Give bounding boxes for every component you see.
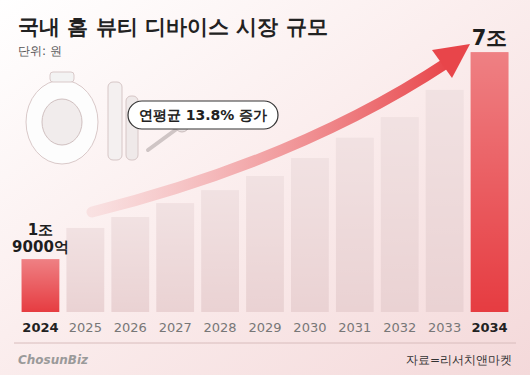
annotation-text: 연평균 13.8% 증가 xyxy=(139,107,267,123)
arrow-head xyxy=(432,44,470,78)
annotation-box xyxy=(128,101,278,129)
bottle xyxy=(108,82,122,160)
annotation: 연평균 13.8% 증가 xyxy=(128,101,278,129)
bar xyxy=(426,90,464,312)
logo: ChosunBiz xyxy=(18,353,89,367)
bars xyxy=(22,52,509,312)
x-tick-label: 2027 xyxy=(159,320,192,335)
x-tick-label: 2032 xyxy=(383,320,416,335)
x-tick-label: 2029 xyxy=(248,320,281,335)
source: 자료=리서치앤마켓 xyxy=(406,353,512,367)
bar xyxy=(201,190,239,312)
data-label: 7조 xyxy=(472,26,508,50)
bar xyxy=(246,176,284,312)
bar-shine xyxy=(291,158,329,312)
data-label-line: 9000억 xyxy=(12,238,69,256)
subtitle: 단위: 원 xyxy=(18,44,62,58)
bar xyxy=(291,158,329,312)
bar-shine xyxy=(22,259,60,312)
x-tick-label: 2031 xyxy=(338,320,371,335)
bar-shine xyxy=(111,217,149,312)
bar-shine xyxy=(67,228,105,312)
device-front xyxy=(42,99,82,145)
x-tick-label: 2025 xyxy=(69,320,102,335)
bar-shine xyxy=(246,176,284,312)
bar-shine xyxy=(426,90,464,312)
bar xyxy=(111,217,149,312)
x-tick-label: 2034 xyxy=(471,320,507,335)
roller-handle xyxy=(148,128,178,150)
bar-shine xyxy=(156,203,194,312)
bar xyxy=(336,138,374,312)
data-label: 1조9000억 xyxy=(12,221,69,256)
x-ticks: 2024 2025 2026 2027 2028 2029 2030 2031 2032 2033… xyxy=(22,320,507,335)
device-top xyxy=(50,72,74,82)
bar xyxy=(156,203,194,312)
bar xyxy=(471,52,509,312)
device-body xyxy=(26,80,98,164)
x-tick-label: 2030 xyxy=(293,320,326,335)
data-label-line: 1조 xyxy=(28,221,53,239)
x-tick-label: 2024 xyxy=(22,320,58,335)
footer-rule xyxy=(14,343,516,344)
bar-shine xyxy=(471,52,509,312)
bar xyxy=(67,228,105,312)
background xyxy=(0,0,530,375)
data-label-line: 7조 xyxy=(472,26,508,50)
x-tick-label: 2026 xyxy=(114,320,147,335)
data-labels: 1조9000억 7조 xyxy=(12,26,507,256)
bar-shine xyxy=(201,190,239,312)
bar xyxy=(381,117,419,312)
bar-shine xyxy=(336,138,374,312)
chart: 국내 홈 뷰티 디바이스 시장 규모단위: 원연평균 13.8% 증가1조900… xyxy=(0,0,530,375)
x-tick-label: 2033 xyxy=(428,320,461,335)
x-tick-label: 2028 xyxy=(204,320,237,335)
bar-shine xyxy=(381,117,419,312)
bar xyxy=(22,259,60,312)
title: 국내 홈 뷰티 디바이스 시장 규모 xyxy=(18,15,328,39)
